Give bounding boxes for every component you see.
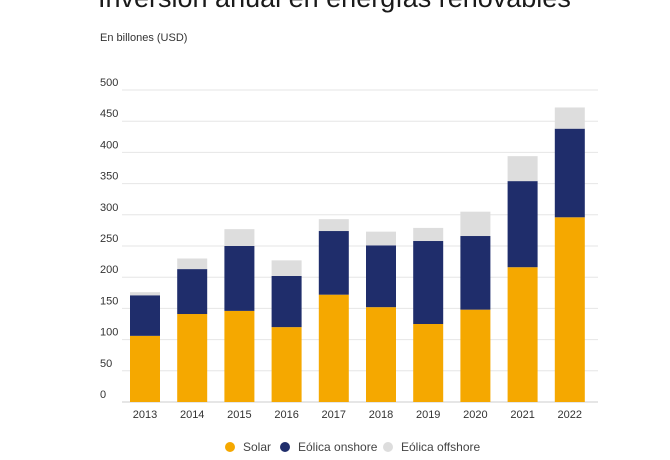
legend-swatch-eolica-onshore [280,442,290,452]
y-tick-label: 250 [100,233,118,245]
legend: Solar Eólica onshore Eólica offshore [0,440,670,460]
bar-2014-eólica-offshore [177,258,208,270]
bar-2015-solar [224,310,255,402]
legend-item-eolica-onshore: Eólica onshore [280,440,377,454]
x-tick-label: 2022 [558,409,582,421]
bar-2019-solar [413,324,444,402]
bar-2017-eólica-offshore [318,219,349,232]
x-tick-label: 2014 [180,409,204,421]
y-tick-label: 400 [100,139,118,151]
bar-2020-solar [460,309,491,402]
bar-2018-solar [366,307,396,402]
y-tick-label: 450 [100,108,118,120]
bar-2021-eólica-onshore [507,181,538,268]
y-tick-label: 350 [100,171,118,183]
y-tick-label: 500 [100,77,118,89]
y-tick-label: 150 [100,295,118,307]
x-tick-label: 2013 [133,409,157,421]
bar-2017-solar [318,294,349,402]
y-tick-label: 300 [100,202,118,214]
bar-2018-eólica-offshore [366,231,396,246]
bar-2013-eólica-offshore [130,292,160,296]
bar-2014-solar [177,314,208,402]
bar-2013-eólica-onshore [130,295,160,336]
x-tick-label: 2016 [274,409,298,421]
legend-swatch-solar [225,442,235,452]
y-tick-label: 200 [100,264,118,276]
bar-2018-eólica-onshore [366,245,396,308]
bar-2022-eólica-offshore [554,107,585,129]
bar-2013-solar [130,335,160,402]
legend-label-eolica-onshore: Eólica onshore [298,440,378,454]
bar-2017-eólica-onshore [318,231,349,295]
x-tick-label: 2017 [322,409,346,421]
legend-label-solar: Solar [243,440,272,454]
chart-title: Inversión anual en energías renovables [98,0,571,14]
bar-2021-solar [507,267,538,402]
x-tick-label: 2020 [463,409,487,421]
bars [130,107,585,402]
y-axis-ticks: 0 50 100 150 200 250 300 350 400 450 500 [100,77,118,401]
bar-2014-eólica-onshore [177,269,208,315]
legend-swatch-eolica-offshore [383,442,393,452]
legend-item-solar: Solar [225,440,271,454]
y-tick-label: 100 [100,327,118,339]
x-tick-label: 2018 [369,409,393,421]
legend-item-eolica-offshore: Eólica offshore [383,440,480,454]
x-tick-label: 2021 [510,409,534,421]
bar-2015-eólica-onshore [224,246,255,311]
bar-2020-eólica-onshore [460,236,491,310]
bar-2021-eólica-offshore [507,156,538,182]
bar-2020-eólica-offshore [460,211,491,237]
x-tick-label: 2019 [416,409,440,421]
bar-2022-solar [554,217,585,402]
bar-2019-eólica-onshore [413,241,444,324]
x-tick-label: 2015 [227,409,251,421]
y-axis-unit-label: En billones (USD) [100,32,188,44]
bar-2016-solar [271,327,302,402]
bar-2022-eólica-onshore [554,128,585,218]
bar-2015-eólica-offshore [224,229,255,246]
y-tick-label: 50 [100,358,112,370]
y-tick-label: 0 [100,389,106,401]
bar-2016-eólica-onshore [271,275,302,328]
x-axis-ticks: 2013 2014 2015 2016 2017 2018 2019 2020 2021 2022 [133,409,582,421]
legend-label-eolica-offshore: Eólica offshore [401,440,481,454]
bar-2019-eólica-offshore [413,227,444,242]
bar-2016-eólica-offshore [271,260,302,276]
